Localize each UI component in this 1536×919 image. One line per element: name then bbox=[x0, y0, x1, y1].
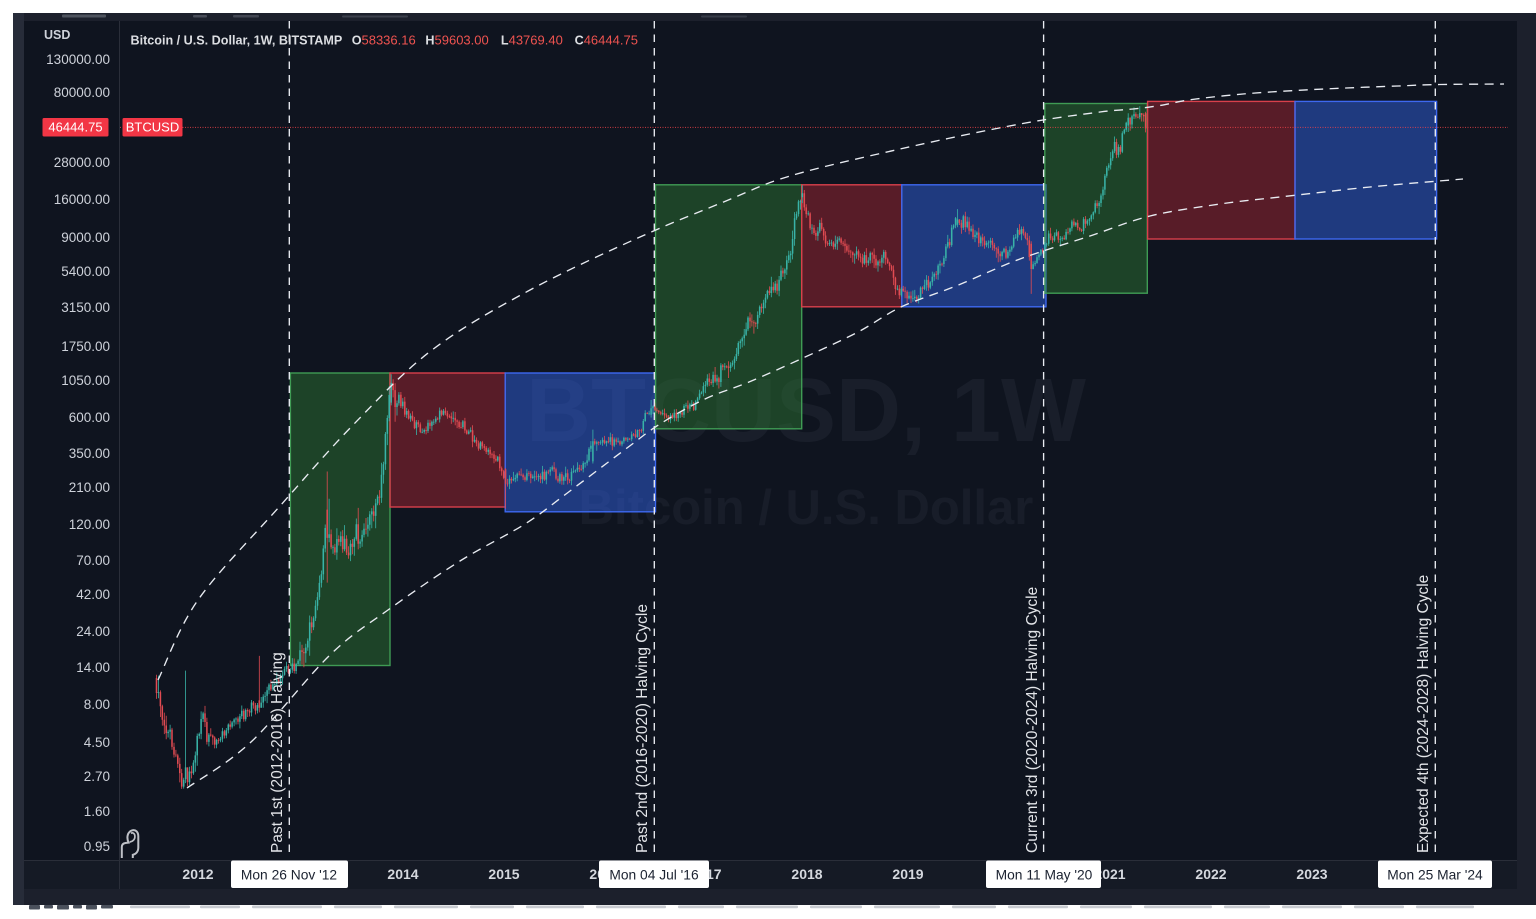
svg-text:Bitcoin / U.S. Dollar, 1W, BIT: Bitcoin / U.S. Dollar, 1W, BITSTAMP bbox=[131, 34, 343, 48]
svg-text:2012: 2012 bbox=[182, 866, 213, 882]
svg-text:24.00: 24.00 bbox=[76, 624, 110, 639]
svg-text:Past 1st (2012-2016) Halving: Past 1st (2012-2016) Halving bbox=[269, 652, 286, 853]
svg-text:210.00: 210.00 bbox=[69, 480, 110, 495]
svg-text:1.60: 1.60 bbox=[84, 804, 110, 819]
svg-text:Mon 25 Mar '24: Mon 25 Mar '24 bbox=[1387, 868, 1483, 883]
svg-text:42.00: 42.00 bbox=[76, 587, 110, 602]
svg-text:2015: 2015 bbox=[488, 866, 519, 882]
svg-text:2019: 2019 bbox=[892, 866, 923, 882]
svg-text:9000.00: 9000.00 bbox=[61, 230, 110, 245]
svg-text:80000.00: 80000.00 bbox=[54, 85, 110, 100]
svg-text:16000.00: 16000.00 bbox=[54, 192, 110, 207]
svg-text:Expected 4th (2024-2028) Halvi: Expected 4th (2024-2028) Halving Cycle bbox=[1415, 575, 1432, 853]
svg-text:1750.00: 1750.00 bbox=[61, 339, 110, 354]
svg-text:4.50: 4.50 bbox=[84, 735, 110, 750]
svg-text:2023: 2023 bbox=[1296, 866, 1327, 882]
svg-text:120.00: 120.00 bbox=[69, 517, 110, 532]
svg-text:1050.00: 1050.00 bbox=[61, 373, 110, 388]
svg-text:2022: 2022 bbox=[1195, 866, 1226, 882]
svg-text:Mon 11 May '20: Mon 11 May '20 bbox=[996, 868, 1093, 883]
svg-text:Current 3rd (2020-2024) Halvin: Current 3rd (2020-2024) Halving Cycle bbox=[1024, 587, 1041, 853]
svg-text:28000.00: 28000.00 bbox=[54, 155, 110, 170]
svg-text:Mon 04 Jul '16: Mon 04 Jul '16 bbox=[609, 868, 699, 883]
svg-text:3150.00: 3150.00 bbox=[61, 300, 110, 315]
svg-text:70.00: 70.00 bbox=[76, 553, 110, 568]
svg-text:350.00: 350.00 bbox=[69, 446, 110, 461]
svg-text:8.00: 8.00 bbox=[84, 697, 110, 712]
svg-text:L43769.40: L43769.40 bbox=[501, 33, 563, 48]
svg-text:2021: 2021 bbox=[1094, 866, 1125, 882]
svg-text:Past 2nd (2016-2020) Halving C: Past 2nd (2016-2020) Halving Cycle bbox=[634, 604, 651, 853]
svg-text:2014: 2014 bbox=[387, 866, 418, 882]
svg-text:Mon 26 Nov '12: Mon 26 Nov '12 bbox=[241, 868, 337, 883]
svg-text:2018: 2018 bbox=[791, 866, 822, 882]
svg-text:130000.00: 130000.00 bbox=[46, 52, 110, 67]
svg-text:2.70: 2.70 bbox=[84, 769, 110, 784]
svg-text:600.00: 600.00 bbox=[69, 410, 110, 425]
svg-text:5400.00: 5400.00 bbox=[61, 264, 110, 279]
svg-text:C46444.75: C46444.75 bbox=[575, 33, 638, 48]
svg-text:46444.75: 46444.75 bbox=[48, 120, 102, 135]
svg-text:H59603.00: H59603.00 bbox=[425, 33, 488, 48]
svg-text:USD: USD bbox=[44, 28, 70, 42]
svg-text:O58336.16: O58336.16 bbox=[352, 33, 416, 48]
svg-text:BTCUSD: BTCUSD bbox=[126, 120, 179, 135]
svg-text:14.00: 14.00 bbox=[76, 660, 110, 675]
svg-text:0.95: 0.95 bbox=[84, 839, 110, 854]
